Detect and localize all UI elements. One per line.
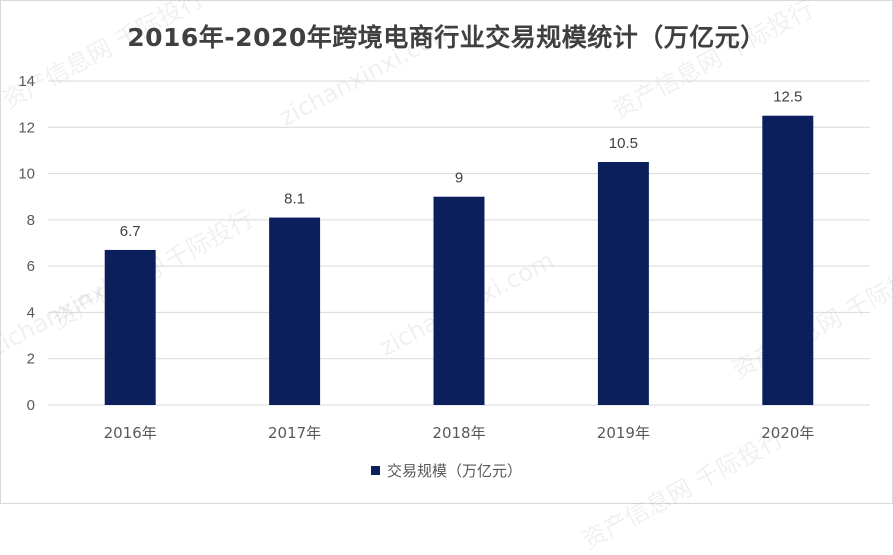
- bar: [433, 196, 485, 405]
- bar: [762, 115, 814, 405]
- x-tick-label: 2020年: [761, 424, 814, 442]
- legend: 交易规模（万亿元）: [0, 460, 893, 481]
- data-label: 8.1: [284, 191, 305, 208]
- data-label: 12.5: [773, 89, 802, 106]
- y-axis-ticks: 0 2 4 6 8 10 12 14: [18, 73, 35, 414]
- y-tick-label: 4: [27, 304, 35, 321]
- data-label: 6.7: [120, 223, 141, 240]
- y-tick-label: 14: [18, 73, 35, 90]
- y-tick-label: 8: [27, 212, 35, 229]
- y-tick-label: 10: [18, 166, 35, 183]
- legend-swatch: [370, 466, 380, 475]
- y-tick-label: 6: [27, 258, 35, 275]
- x-tick-label: 2017年: [268, 424, 321, 442]
- data-label: 9: [455, 170, 463, 187]
- y-tick-label: 2: [27, 351, 35, 368]
- data-labels: 6.7 8.1 9 10.5 12.5: [120, 89, 803, 240]
- legend-label: 交易规模（万亿元）: [386, 462, 522, 480]
- bar: [104, 249, 156, 405]
- x-tick-label: 2019年: [597, 424, 650, 442]
- chart-title: 2016年-2020年跨境电商行业交易规模统计（万亿元）: [127, 23, 766, 52]
- x-tick-label: 2018年: [432, 424, 485, 442]
- bar: [269, 217, 321, 405]
- bar: [597, 162, 649, 405]
- x-tick-label: 2016年: [104, 424, 157, 442]
- bars: [104, 115, 814, 405]
- x-axis-ticks: 2016年 2017年 2018年 2019年 2020年: [104, 424, 815, 442]
- data-label: 10.5: [609, 135, 638, 152]
- y-tick-label: 0: [27, 397, 35, 414]
- y-tick-label: 12: [18, 119, 35, 136]
